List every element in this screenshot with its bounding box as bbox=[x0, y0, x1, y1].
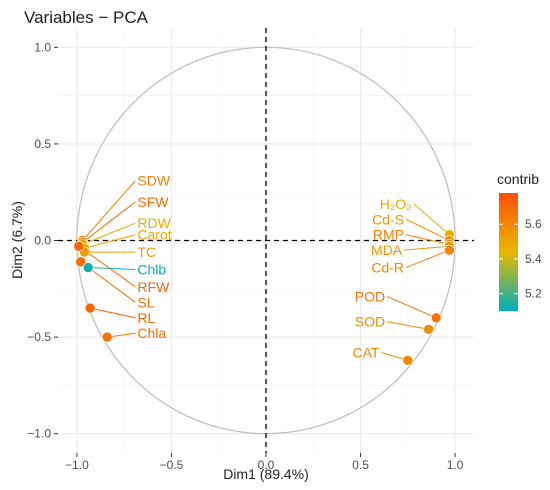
label-CAT: CAT bbox=[352, 345, 379, 361]
label-RFW: RFW bbox=[137, 279, 170, 295]
label-MDA: MDA bbox=[371, 242, 403, 258]
label-Carot: Carot bbox=[137, 227, 171, 243]
legend-tick-label-1: 5.4 bbox=[525, 252, 542, 266]
legend-title: contrib bbox=[497, 171, 539, 187]
chart-title: Variables − PCA bbox=[24, 8, 149, 27]
connector-RDW bbox=[82, 222, 136, 245]
point-RL bbox=[84, 302, 96, 314]
connector-Cd-R bbox=[405, 249, 450, 269]
label-SOD: SOD bbox=[355, 314, 385, 330]
point-SOD bbox=[423, 324, 434, 335]
connector-SOD bbox=[387, 321, 429, 330]
point-CAT bbox=[402, 354, 414, 366]
x-tick-label-2: 0.0 bbox=[258, 458, 275, 472]
label-Cd-S: Cd-S bbox=[372, 211, 404, 227]
x-tick-label-0: −1.0 bbox=[65, 458, 89, 472]
label-TC: TC bbox=[137, 244, 156, 260]
label-Chla: Chla bbox=[137, 325, 166, 341]
point-SL bbox=[75, 256, 86, 268]
legend: contrib 5.2 5.4 5.6 bbox=[497, 171, 542, 311]
x-tick-label-3: 0.5 bbox=[352, 458, 369, 472]
label-POD: POD bbox=[355, 289, 385, 305]
label-SDW: SDW bbox=[137, 173, 170, 189]
label-SFW: SFW bbox=[137, 194, 169, 210]
y-tick-label-2: 0.0 bbox=[34, 234, 51, 248]
label-RL: RL bbox=[137, 310, 155, 326]
legend-tick-label-2: 5.6 bbox=[525, 217, 542, 231]
x-tick-label-4: 1.0 bbox=[447, 458, 464, 472]
connector-RL bbox=[90, 307, 136, 319]
y-axis-title: Dim2 (6.7%) bbox=[9, 201, 25, 279]
point-POD bbox=[430, 312, 442, 324]
connector-Cd-S bbox=[405, 218, 450, 241]
zero-lines bbox=[58, 28, 474, 453]
y-tick-label-1: −0.5 bbox=[27, 330, 51, 344]
y-tick-label-3: 0.5 bbox=[34, 137, 51, 151]
connector-Carot bbox=[84, 234, 136, 249]
label-RMP: RMP bbox=[373, 227, 404, 243]
point-Chlb bbox=[82, 262, 94, 273]
connector-RMP bbox=[405, 234, 450, 245]
y-tick-label-0: −1.0 bbox=[27, 427, 51, 441]
connector-Chlb bbox=[88, 267, 136, 270]
y-axis-ticks: −1.0 −0.5 0.0 0.5 1.0 bbox=[27, 40, 58, 441]
variable-points bbox=[73, 229, 455, 366]
connector-POD bbox=[386, 296, 437, 319]
x-tick-label-1: −0.5 bbox=[160, 458, 184, 472]
connector-SFW bbox=[82, 201, 136, 243]
x-axis-ticks: −1.0 −0.5 0.0 0.5 1.0 bbox=[65, 453, 464, 472]
connector-H₂O₂ bbox=[413, 203, 450, 236]
legend-tick-label-0: 5.2 bbox=[525, 287, 542, 301]
legend-colorbar bbox=[499, 193, 518, 311]
point-RFW bbox=[73, 240, 85, 252]
y-tick-label-4: 1.0 bbox=[34, 40, 51, 54]
label-Cd-R: Cd-R bbox=[371, 260, 404, 276]
label-Chlb: Chlb bbox=[137, 261, 166, 277]
connector-SDW bbox=[82, 180, 136, 241]
label-SL: SL bbox=[137, 294, 154, 310]
point-Cd-R bbox=[444, 244, 455, 256]
label-H₂O₂: H₂O₂ bbox=[380, 196, 412, 212]
label-RDW: RDW bbox=[137, 215, 171, 231]
connector-MDA bbox=[404, 245, 450, 251]
x-axis-title: Dim1 (89.4%) bbox=[223, 466, 309, 482]
legend-ticks: 5.2 5.4 5.6 bbox=[499, 217, 542, 301]
point-Chla bbox=[101, 331, 113, 343]
